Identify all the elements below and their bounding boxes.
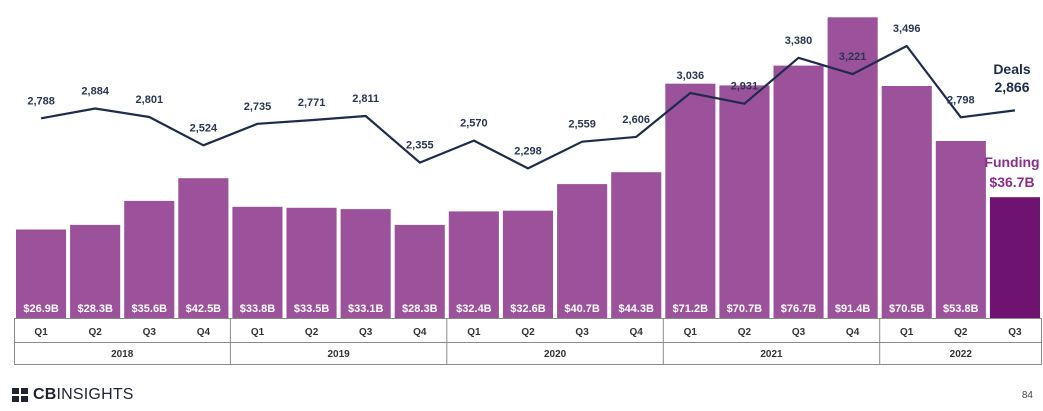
funding-bar: [989, 197, 1040, 318]
quarter-tick-label: Q1: [467, 327, 481, 338]
funding-bar-label: $70.5B: [889, 303, 925, 315]
funding-bar: [286, 207, 337, 318]
quarter-tick-label: Q2: [305, 327, 319, 338]
funding-bar: [178, 178, 229, 318]
quarter-tick-label: Q2: [738, 327, 752, 338]
funding-bar-label: $53.8B: [943, 303, 979, 315]
deal-label: 3,036: [677, 70, 705, 82]
deal-label: 2,298: [514, 145, 542, 157]
year-tick-label: 2021: [760, 349, 783, 360]
deal-label: 3,380: [785, 35, 813, 47]
year-tick-label: 2018: [111, 349, 134, 360]
quarter-tick-label: Q4: [630, 327, 644, 338]
funding-bar: [719, 85, 770, 319]
page-number: 84: [1021, 390, 1033, 401]
funding-bar-labels: $26.9B $28.3B $35.6B $42.5B $33.8B $33.5B $33.…: [23, 303, 978, 315]
quarter-tick-label: Q1: [900, 327, 914, 338]
deal-label: 2,798: [947, 94, 975, 106]
funding-bar-label: $33.5B: [294, 303, 330, 315]
funding-bar-label: $35.6B: [132, 303, 168, 315]
deals-legend-title: Deals: [993, 61, 1031, 77]
deal-label: 2,771: [298, 97, 326, 109]
funding-bar-label: $28.3B: [402, 303, 438, 315]
funding-bar: [773, 65, 824, 318]
funding-deals-chart: $26.9B $28.3B $35.6B $42.5B $33.8B $33.5B $33.…: [14, 17, 1042, 365]
quarter-tick-label: Q3: [575, 327, 589, 338]
funding-bars: [16, 17, 1040, 319]
deals-line: [40, 44, 1016, 170]
year-tick-label: 2022: [950, 349, 973, 360]
funding-bar-label: $42.5B: [186, 303, 222, 315]
funding-bar: [448, 211, 499, 318]
deal-label: 2,606: [622, 114, 650, 126]
deal-label: 2,559: [568, 119, 596, 131]
x-axis: Q1 Q2 Q3 Q4 Q1 Q2 Q3 Q4 Q1 Q2 Q3 Q4 Q1 Q2 Q3 Q4 Q1 Q2 Q3 20…: [14, 318, 1042, 365]
deal-label: 2,570: [460, 118, 488, 130]
funding-bar-label: $71.2B: [673, 303, 709, 315]
funding-bar: [665, 83, 716, 318]
funding-bar: [557, 184, 608, 318]
deal-label: 3,496: [893, 23, 921, 35]
quarter-tick-label: Q2: [954, 327, 968, 338]
funding-bar: [394, 224, 445, 318]
funding-bar-label: $32.4B: [456, 303, 492, 315]
funding-bar: [502, 210, 553, 318]
funding-bar-label: $26.9B: [23, 303, 59, 315]
quarter-tick-label: Q4: [197, 327, 211, 338]
quarter-tick-label: Q2: [89, 327, 103, 338]
deal-label: 2,735: [244, 101, 272, 113]
deal-label: 2,788: [27, 95, 55, 107]
quarter-tick-label: Q2: [521, 327, 535, 338]
deal-label: 2,355: [406, 140, 434, 152]
deal-label: 2,524: [190, 122, 218, 134]
funding-bar: [16, 229, 67, 318]
cb-insights-logo-text: CBINSIGHTS: [33, 386, 134, 403]
funding-bar: [124, 200, 175, 318]
funding-bar: [827, 17, 878, 319]
funding-bar-label: $91.4B: [835, 303, 871, 315]
funding-bar: [70, 224, 121, 318]
year-tick-label: 2019: [327, 349, 350, 360]
funding-legend-title: Funding: [984, 154, 1039, 170]
funding-bar-label: $32.6B: [510, 303, 546, 315]
quarter-tick-label: Q3: [1008, 327, 1022, 338]
deals-line-layer: [40, 44, 1016, 170]
deal-label: 2,801: [136, 94, 164, 106]
deal-label: 2,931: [731, 81, 759, 93]
funding-bar-label: $44.3B: [618, 303, 654, 315]
quarter-tick-label: Q3: [359, 327, 373, 338]
deal-labels: 2,788 2,884 2,801 2,524 2,735 2,771 2,811 2,355…: [27, 23, 974, 157]
funding-legend-value: $36.7B: [989, 174, 1034, 190]
quarter-tick-label: Q1: [684, 327, 698, 338]
funding-bar-label: $33.1B: [348, 303, 384, 315]
quarter-tick-label: Q4: [413, 327, 427, 338]
funding-bar-label: $28.3B: [77, 303, 113, 315]
funding-bar-label: $70.7B: [727, 303, 763, 315]
deals-legend-value: 2,866: [994, 79, 1029, 95]
quarter-tick-label: Q3: [143, 327, 157, 338]
quarter-tick-label: Q1: [251, 327, 265, 338]
funding-bar-label: $33.8B: [240, 303, 276, 315]
funding-bar-label: $40.7B: [564, 303, 600, 315]
cb-insights-logo-icon: [12, 388, 28, 402]
funding-bar: [611, 172, 662, 318]
funding-bar: [340, 209, 391, 318]
funding-bar: [232, 206, 283, 318]
year-tick-label: 2020: [544, 349, 567, 360]
deal-label: 2,884: [81, 86, 109, 98]
funding-bar: [881, 86, 932, 318]
cb-insights-logo: CBINSIGHTS: [12, 386, 134, 404]
quarter-tick-label: Q3: [792, 327, 806, 338]
funding-bar: [935, 141, 986, 318]
quarter-tick-label: Q4: [846, 327, 860, 338]
funding-bar-label: $76.7B: [781, 303, 817, 315]
deal-label: 2,811: [352, 93, 379, 105]
deal-label: 3,221: [839, 51, 867, 63]
quarter-tick-label: Q1: [34, 327, 48, 338]
